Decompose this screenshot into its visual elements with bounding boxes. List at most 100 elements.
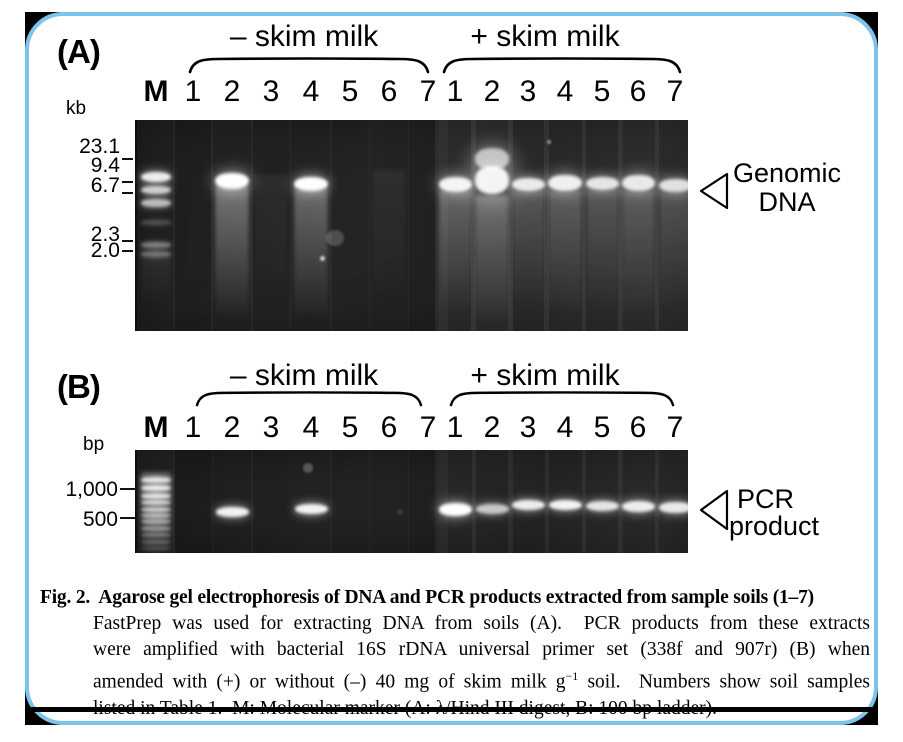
gel-smear	[141, 255, 171, 305]
gel-band	[141, 526, 171, 531]
gel-band	[141, 485, 171, 491]
gel-band	[141, 519, 171, 524]
scale-value-label: 6.7	[90, 174, 120, 197]
lane-label: 5	[593, 411, 611, 444]
lane-label: 6	[629, 411, 647, 444]
lane-label: 4	[302, 411, 320, 444]
gel-band	[141, 199, 171, 207]
lane-label: 2	[483, 411, 501, 444]
gel-band	[141, 186, 171, 194]
panel-b-minus-header: – skim milk	[229, 359, 379, 392]
gel-smear	[438, 190, 472, 315]
lane-label: 3	[519, 411, 537, 444]
gel-lane	[369, 120, 409, 331]
gel-smear	[255, 175, 287, 310]
lane-label: 4	[302, 75, 320, 108]
gel-smear	[621, 190, 655, 315]
scale-tick	[122, 158, 133, 161]
caption-divider	[31, 707, 872, 712]
gel-band	[294, 504, 328, 514]
gel-lane	[654, 120, 688, 331]
gel-lane	[330, 450, 370, 553]
panel-a-unit: kb	[66, 98, 87, 119]
gel-band	[475, 504, 509, 514]
scale-value-label: 500	[82, 508, 118, 531]
scale-tick	[122, 192, 133, 195]
gel-lane	[173, 120, 213, 331]
lane-label: M	[143, 75, 169, 108]
lane-label: 6	[380, 75, 398, 108]
gel-band	[141, 172, 171, 182]
caption-line4-text: amended with (+) or without (–) 40 mg of…	[93, 671, 566, 693]
gel-band	[141, 533, 171, 537]
scale-value-label: 1,000	[65, 478, 118, 501]
gel-band	[511, 500, 545, 510]
gel-lane	[290, 450, 332, 553]
caption-line: FastPrep was used for extracting DNA fro…	[93, 613, 870, 634]
gel-speck	[397, 510, 403, 514]
gel-smear	[373, 170, 405, 310]
gel-band	[215, 173, 249, 189]
gel-lane	[211, 120, 253, 331]
genomic-dna-label-line1: Genomic	[732, 158, 842, 188]
lane-label: 2	[223, 75, 241, 108]
lane-label: M	[143, 411, 169, 444]
caption-line: amended with (+) or without (–) 40 mg of…	[40, 663, 870, 696]
gel-band	[141, 513, 171, 518]
lane-label: 1	[184, 411, 202, 444]
group-brace-icon	[188, 57, 430, 74]
gel-image-a	[135, 120, 688, 331]
scale-value-label: 2.3	[90, 223, 120, 246]
gel-band	[621, 175, 655, 191]
pcr-product-label-line1: PCR	[737, 484, 795, 514]
panel-b-tag: (B)	[57, 368, 101, 405]
gel-lane	[330, 120, 370, 331]
panel-a-plus-header: + skim milk	[470, 20, 620, 53]
lane-label: 7	[666, 75, 684, 108]
gel-smear	[511, 190, 545, 310]
panel-a-tag: (A)	[57, 33, 101, 70]
gel-band	[141, 540, 171, 544]
gel-speck	[303, 463, 313, 473]
caption-line: were amplified with bacterial 16S rDNA u…	[93, 639, 870, 660]
scale-value-label: 2.0	[90, 239, 120, 262]
gel-band	[621, 501, 655, 512]
gel-lane	[290, 120, 332, 331]
gel-band	[141, 220, 171, 225]
group-brace-icon	[195, 391, 423, 407]
group-brace-icon	[449, 391, 675, 407]
gel-lane	[434, 450, 476, 553]
pcr-product-arrow-icon	[699, 489, 729, 531]
gel-speck	[547, 140, 551, 144]
lane-label: 1	[446, 411, 464, 444]
scale-tick	[122, 250, 133, 253]
gel-band	[585, 501, 619, 511]
scale-value-label: 23.1	[79, 135, 120, 158]
gel-band	[141, 547, 171, 550]
lane-label: 1	[184, 75, 202, 108]
lane-label: 1	[446, 75, 464, 108]
gel-band	[475, 166, 509, 194]
gel-smear	[215, 186, 249, 320]
gel-band	[548, 500, 582, 510]
gel-band	[294, 177, 328, 191]
caption-line4-text: soil. Numbers show soil samples	[578, 671, 870, 693]
gel-image-b	[135, 450, 688, 553]
gel-band	[215, 507, 249, 517]
lane-label: 4	[556, 75, 574, 108]
genomic-dna-arrow-icon	[699, 172, 729, 210]
gel-band	[141, 477, 171, 483]
gel-lane	[211, 450, 253, 553]
lane-label: 7	[419, 75, 437, 108]
lane-label: 7	[666, 411, 684, 444]
gel-smear	[585, 189, 619, 310]
gel-band	[141, 500, 171, 505]
gel-band	[438, 503, 472, 516]
group-brace-icon	[442, 57, 682, 74]
gel-band	[658, 502, 688, 513]
caption-superscript: −1	[565, 669, 579, 683]
genomic-dna-label-line2: DNA	[758, 187, 816, 217]
genomic-dna-label: Genomic DNA	[727, 159, 847, 217]
gel-lane	[251, 450, 291, 553]
gel-smear	[141, 472, 171, 512]
